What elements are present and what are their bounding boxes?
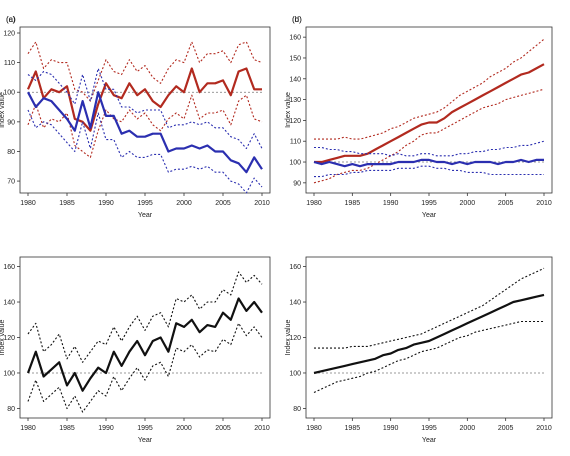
x-tick-label: 2010: [536, 425, 552, 432]
panel-label: (d): [292, 15, 302, 24]
plot-frame: [305, 256, 553, 419]
series-line-4: [27, 91, 263, 174]
y-tick-label: 80: [7, 406, 15, 413]
x-tick-label: 1980: [20, 425, 36, 432]
y-axis-label: Index value: [285, 319, 292, 355]
y-tick-label: 110: [290, 139, 301, 146]
x-tick-label: 1995: [137, 425, 153, 432]
x-tick-label: 1990: [98, 200, 114, 207]
y-tick-label: 110: [4, 60, 15, 67]
x-tick-label: 1995: [421, 425, 437, 432]
y-tick-label: 140: [289, 300, 301, 307]
plot-frame: [305, 26, 553, 194]
y-tick-label: 140: [3, 300, 15, 307]
y-tick-label: 100: [3, 370, 15, 377]
x-tick-label: 2000: [460, 200, 476, 207]
x-tick-label: 2005: [498, 425, 514, 432]
panel-label: (b): [292, 15, 302, 24]
x-tick-label: 2005: [215, 200, 231, 207]
y-tick-label: 80: [7, 149, 15, 156]
x-tick-label: 1980: [306, 425, 322, 432]
confidence-band-line-2: [27, 41, 263, 102]
series-line-1: [26, 297, 263, 392]
plot-frame: [19, 256, 271, 419]
y-tick-label: 130: [289, 97, 301, 104]
confidence-band-line-6: [314, 165, 544, 178]
confidence-band-line-2: [27, 271, 263, 363]
y-tick-label: 100: [289, 370, 301, 377]
panel-label: (c): [6, 15, 16, 24]
y-tick-label: 120: [289, 118, 301, 125]
confidence-band-line-5: [314, 140, 545, 157]
series-line-4: [313, 158, 544, 168]
y-tick-label: 140: [289, 76, 301, 83]
y-tick-label: 160: [3, 264, 15, 271]
x-tick-label: 1995: [421, 200, 437, 207]
confidence-band-line-2: [314, 267, 545, 349]
x-tick-label: 2010: [536, 200, 552, 207]
series-line-1: [26, 67, 262, 132]
x-tick-label: 1985: [345, 200, 361, 207]
y-axis-label: Index value: [0, 92, 6, 128]
x-axis-label: Year: [138, 212, 153, 219]
confidence-band-line-5: [27, 67, 263, 150]
x-tick-label: 2005: [215, 425, 231, 432]
x-axis-label: Year: [138, 437, 153, 444]
x-tick-label: 2010: [254, 425, 270, 432]
x-tick-label: 1985: [345, 425, 361, 432]
confidence-band-line-3: [27, 322, 263, 413]
confidence-band-line-6: [27, 109, 263, 194]
y-tick-label: 100: [289, 160, 301, 167]
confidence-band-line-2: [314, 38, 545, 140]
x-tick-label: 1990: [98, 425, 114, 432]
x-tick-label: 1995: [137, 200, 153, 207]
chart-panel-3: (c) 1980 1985 1990 1995 2000 2005 2010 80 100 120 1…: [0, 15, 271, 444]
y-tick-label: 160: [289, 35, 301, 42]
x-tick-label: 2000: [460, 425, 476, 432]
y-tick-label: 120: [3, 335, 15, 342]
x-axis-label: Year: [422, 437, 437, 444]
panel-label: (a): [6, 15, 16, 24]
y-axis-label: Index value: [285, 92, 292, 128]
y-tick-label: 120: [289, 335, 301, 342]
y-axis-label: Index value: [0, 319, 6, 355]
x-tick-label: 1985: [59, 425, 75, 432]
x-tick-label: 1980: [306, 200, 322, 207]
confidence-band-line-3: [313, 88, 545, 184]
x-tick-label: 1985: [59, 200, 75, 207]
y-tick-label: 80: [293, 406, 301, 413]
y-tick-label: 90: [293, 180, 301, 187]
y-tick-label: 120: [3, 31, 15, 38]
y-tick-label: 150: [289, 55, 301, 62]
series-line-1: [313, 293, 545, 375]
x-tick-label: 2000: [176, 425, 192, 432]
x-tick-label: 1990: [383, 425, 399, 432]
chart-panel-1: (a) 1980 1985 1990 1995 2000 2005 2010 70 80 90 100…: [0, 15, 271, 219]
series-line-1: [314, 63, 545, 164]
x-tick-label: 1980: [20, 200, 36, 207]
confidence-band-line-3: [27, 94, 263, 158]
chart-panel-4: (d) 1980 1985 1990 1995 2000 2005 2010 80 100 120 1…: [285, 15, 553, 444]
chart-panel-2: (b) 1980 1985 1990 1995 2000 2005 2010 90 100 110 1…: [285, 15, 553, 219]
y-tick-label: 100: [3, 90, 15, 97]
y-tick-label: 90: [7, 119, 15, 126]
x-tick-label: 2000: [176, 200, 192, 207]
confidence-band-line-3: [313, 320, 544, 393]
x-tick-label: 2005: [498, 200, 514, 207]
x-tick-label: 2010: [254, 200, 270, 207]
y-tick-label: 70: [7, 179, 15, 186]
plot-frame: [19, 26, 271, 194]
y-tick-label: 160: [289, 264, 301, 271]
x-tick-label: 1990: [383, 200, 399, 207]
x-axis-label: Year: [422, 212, 437, 219]
